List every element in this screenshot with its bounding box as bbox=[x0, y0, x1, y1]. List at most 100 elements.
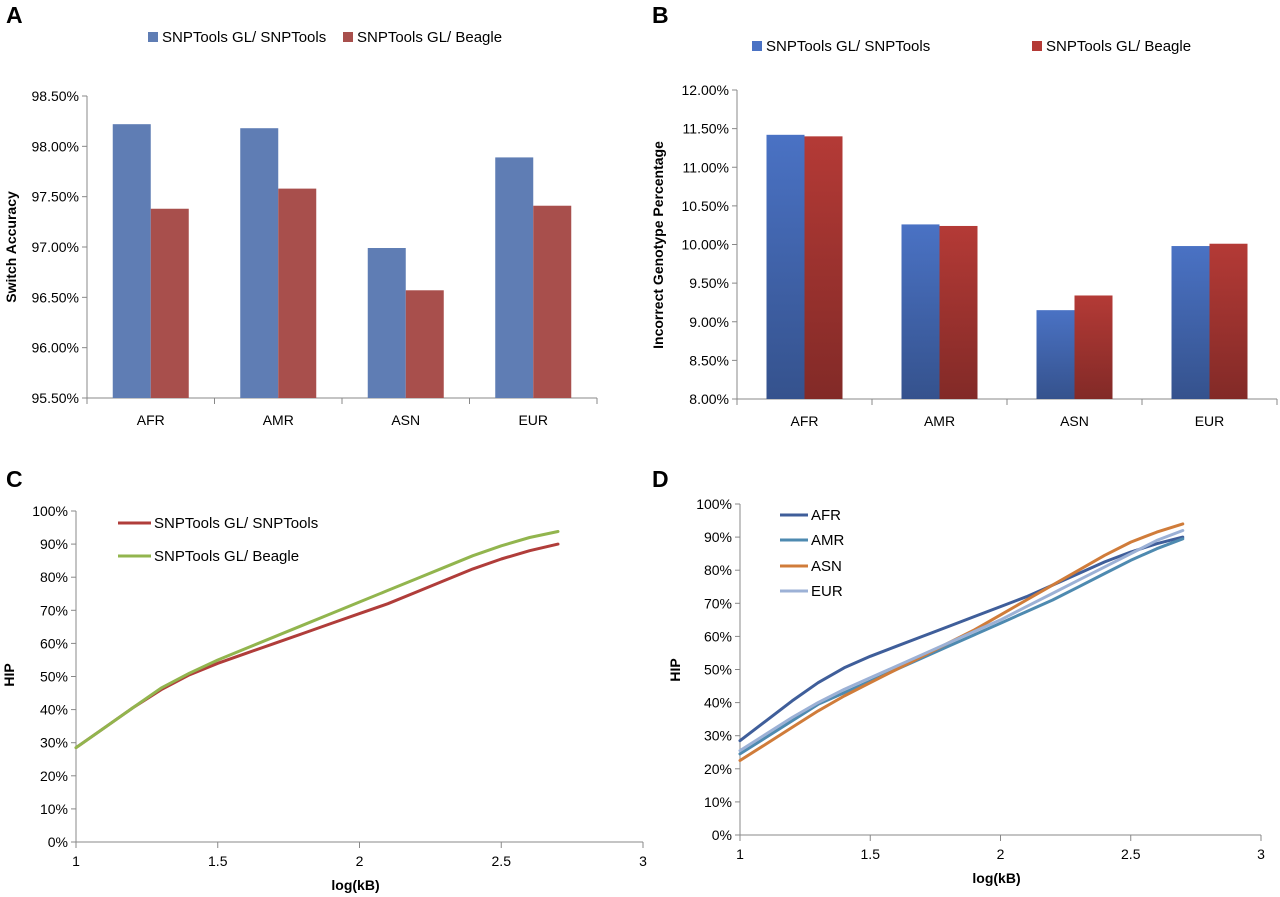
bar-asn-series-1 bbox=[1036, 310, 1075, 399]
x-tick-label: AFR bbox=[791, 413, 819, 429]
bar-eur-series-2 bbox=[533, 205, 572, 398]
bar-asn-series-1 bbox=[367, 248, 406, 398]
bar-afr-series-2 bbox=[804, 136, 843, 399]
x-tick-label: 1.5 bbox=[208, 853, 228, 869]
bar-afr-series-1 bbox=[112, 124, 151, 398]
y-tick-label: 95.50% bbox=[32, 390, 79, 406]
legend-label: EUR bbox=[811, 583, 843, 600]
bar-amr-series-1 bbox=[240, 128, 279, 399]
bar-eur-series-2 bbox=[1209, 243, 1248, 399]
y-tick-label: 11.50% bbox=[683, 121, 729, 137]
bar-amr-series-1 bbox=[901, 224, 940, 399]
y-tick-label: 80% bbox=[40, 569, 68, 585]
bar-afr-series-2 bbox=[150, 208, 189, 398]
y-tick-label: 30% bbox=[704, 728, 732, 744]
y-tick-label: 90% bbox=[40, 536, 68, 552]
x-tick-label: 2 bbox=[997, 846, 1005, 862]
y-tick-label: 0% bbox=[712, 827, 732, 843]
y-tick-label: 70% bbox=[704, 595, 732, 611]
y-axis-title: Incorrect Genotype Percentage bbox=[650, 141, 666, 349]
y-tick-label: 12.00% bbox=[682, 82, 729, 98]
series-line-amr bbox=[738, 537, 1185, 756]
panel-letter-b: B bbox=[652, 2, 669, 28]
legend-label: SNPTools GL/ Beagle bbox=[357, 29, 502, 46]
y-tick-label: 96.50% bbox=[32, 289, 79, 305]
x-axis-title: log(kB) bbox=[972, 870, 1020, 886]
x-tick-label: 2 bbox=[356, 853, 364, 869]
x-tick-label: EUR bbox=[518, 412, 548, 428]
bar-eur-series-1 bbox=[1171, 246, 1210, 399]
legend-label: SNPTools GL/ Beagle bbox=[1046, 38, 1191, 55]
x-tick-label: AFR bbox=[137, 412, 165, 428]
chart-b: 8.00% 8.50% 9.00% 9.50% 10.00% 10.50% 11.00% 11… bbox=[650, 38, 1278, 429]
x-tick-label: AMR bbox=[924, 413, 955, 429]
legend-label: SNPTools GL/ SNPTools bbox=[766, 38, 930, 55]
series-line-afr bbox=[738, 535, 1185, 743]
y-tick-label: 8.50% bbox=[689, 352, 729, 368]
x-tick-label: 2.5 bbox=[492, 853, 512, 869]
y-tick-label: 9.50% bbox=[689, 275, 729, 291]
y-tick-label: 90% bbox=[704, 529, 732, 545]
y-tick-label: 60% bbox=[704, 628, 732, 644]
bar-asn-series-2 bbox=[1074, 295, 1113, 399]
y-tick-label: 0% bbox=[48, 834, 68, 850]
legend-label: AFR bbox=[811, 507, 841, 524]
charts: 95.50% 96.00% 96.50% 97.00% 97.50% 98.00% 98.5… bbox=[1, 29, 1278, 893]
y-tick-label: 60% bbox=[40, 635, 68, 651]
series-line-snptools-gl-beagle bbox=[74, 530, 560, 750]
x-tick-label: ASN bbox=[391, 412, 420, 428]
panel-letter-d: D bbox=[652, 466, 669, 492]
x-tick-label: 3 bbox=[1257, 846, 1265, 862]
panel-letter-a: A bbox=[6, 2, 23, 28]
x-tick-label: 2.5 bbox=[1121, 846, 1141, 862]
chart-d: 0% 10% 20% 30% 40% 50% 60% 70% 80% 90% 100% 1 1.5 2 2.… bbox=[667, 496, 1265, 886]
bar-afr-series-1 bbox=[766, 134, 805, 399]
legend-label: SNPTools GL/ SNPTools bbox=[162, 29, 326, 46]
y-tick-label: 30% bbox=[40, 735, 68, 751]
y-tick-label: 10% bbox=[40, 801, 68, 817]
x-axis-title: log(kB) bbox=[331, 877, 379, 893]
series-line-eur bbox=[738, 529, 1185, 753]
x-tick-label: 1 bbox=[72, 853, 80, 869]
y-tick-label: 11.00% bbox=[683, 159, 729, 175]
x-tick-label: 1.5 bbox=[861, 846, 881, 862]
legend-swatch bbox=[1032, 41, 1042, 51]
y-tick-label: 8.00% bbox=[689, 391, 729, 407]
y-tick-label: 50% bbox=[40, 669, 68, 685]
y-tick-label: 10% bbox=[704, 794, 732, 810]
y-tick-label: 70% bbox=[40, 602, 68, 618]
y-tick-label: 100% bbox=[696, 496, 732, 512]
legend-label: AMR bbox=[811, 532, 845, 549]
legend-swatch bbox=[148, 32, 158, 42]
y-axis-title: HIP bbox=[667, 658, 683, 681]
panel-letter-c: C bbox=[6, 466, 23, 492]
y-tick-label: 97.50% bbox=[32, 189, 79, 205]
y-axis-title: Switch Accuracy bbox=[3, 191, 19, 303]
x-tick-label: 1 bbox=[736, 846, 744, 862]
y-tick-label: 80% bbox=[704, 562, 732, 578]
chart-c: 0% 10% 20% 30% 40% 50% 60% 70% 80% 90% 100% 1 1.5 2 2.… bbox=[1, 503, 647, 893]
y-tick-label: 100% bbox=[32, 503, 68, 519]
y-tick-label: 50% bbox=[704, 662, 732, 678]
y-tick-label: 98.00% bbox=[32, 138, 79, 154]
x-tick-label: AMR bbox=[263, 412, 294, 428]
y-tick-label: 20% bbox=[40, 768, 68, 784]
x-tick-label: EUR bbox=[1195, 413, 1225, 429]
legend-swatch bbox=[752, 41, 762, 51]
legend-label: SNPTools GL/ SNPTools bbox=[154, 515, 318, 532]
bar-eur-series-1 bbox=[495, 157, 534, 398]
y-tick-label: 10.50% bbox=[682, 198, 729, 214]
legend-label: ASN bbox=[811, 558, 842, 575]
bar-amr-series-2 bbox=[939, 225, 978, 399]
bar-asn-series-2 bbox=[405, 290, 444, 398]
y-tick-label: 40% bbox=[40, 702, 68, 718]
series-line-snptools-gl-snptools bbox=[74, 542, 560, 750]
x-tick-label: 3 bbox=[639, 853, 647, 869]
y-tick-label: 97.00% bbox=[32, 239, 79, 255]
x-tick-label: ASN bbox=[1060, 413, 1089, 429]
legend-label: SNPTools GL/ Beagle bbox=[154, 548, 299, 565]
y-axis-title: HIP bbox=[1, 663, 17, 686]
y-tick-label: 98.50% bbox=[32, 88, 79, 104]
y-tick-label: 10.00% bbox=[682, 237, 729, 253]
